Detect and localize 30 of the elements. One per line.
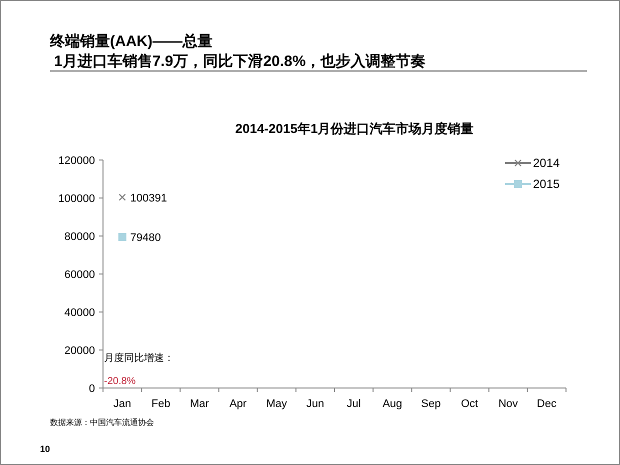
x-tick-label: Aug: [382, 398, 402, 410]
x-tick-label: Sep: [421, 398, 441, 410]
y-tick-label: 80000: [64, 231, 95, 243]
x-tick-label: May: [266, 398, 288, 410]
chart-title: 2014-2015年1月份进口汽车市场月度销量: [235, 121, 474, 136]
source-note: 数据来源：中国汽车流通协会: [50, 418, 154, 427]
y-tick-label: 20000: [64, 345, 95, 357]
y-tick-label: 0: [88, 383, 95, 395]
y-tick-label: 120000: [58, 155, 95, 167]
y-tick-label: 40000: [64, 307, 95, 319]
x-tick-label: Jul: [346, 398, 361, 410]
data-label: 79480: [130, 232, 161, 244]
x-tick-label: Jan: [113, 398, 132, 410]
x-tick-label: Apr: [229, 398, 247, 410]
x-tick-label: Oct: [460, 398, 478, 410]
y-tick-label: 60000: [64, 269, 95, 281]
data-label: 100391: [130, 192, 168, 204]
text: 终端销量(AAK)——总量: [49, 33, 212, 50]
text: 1月进口车销售7.9万，同比下滑20.8%，也步入调整节奏: [54, 52, 426, 70]
annotation: 月度同比增速：: [104, 352, 174, 364]
x-tick-label: Dec: [536, 398, 557, 410]
x-tick-label: Jun: [306, 398, 324, 410]
legend-label: 2015: [533, 177, 560, 191]
text: 10: [40, 444, 50, 454]
x-tick-label: Mar: [190, 398, 210, 410]
x-tick-label: Feb: [151, 398, 170, 410]
y-tick-label: 100000: [58, 193, 95, 205]
x-tick-label: Nov: [498, 398, 518, 410]
annotation: -20.8%: [104, 376, 136, 387]
legend-label: 2014: [533, 156, 560, 170]
